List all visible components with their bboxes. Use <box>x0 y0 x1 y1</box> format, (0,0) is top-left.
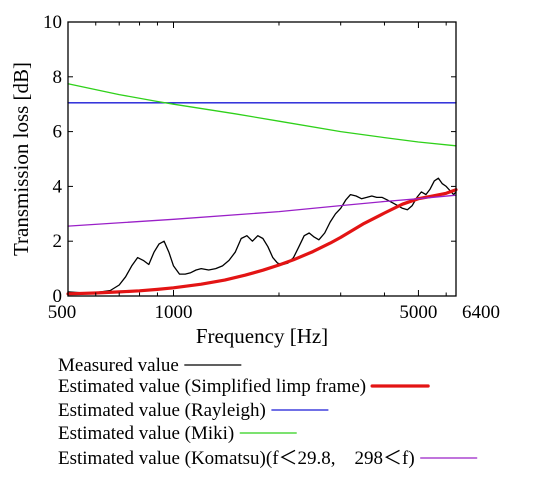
legend-item-measured-value: Measured value <box>58 355 242 376</box>
legend-item-estimated-value-komatsu-f-29-8-298-f: Estimated value (Komatsu)(f＜29.8, 298＜f) <box>58 448 478 469</box>
legend-label: Estimated value (Miki) <box>58 423 234 444</box>
x-axis-title: Frequency [Hz] <box>196 324 328 348</box>
series-line-2 <box>66 188 458 296</box>
series-line-4 <box>67 83 457 147</box>
x-tick-label: 1000 <box>154 302 192 323</box>
y-tick-label: 8 <box>53 67 63 88</box>
legend-item-estimated-value-simplified-limp-frame: Estimated value (Simplified limp frame) <box>58 376 430 397</box>
axis-ticks <box>68 21 456 297</box>
legend-label: Estimated value (Komatsu)(f＜29.8, 298＜f) <box>58 448 415 469</box>
legend-item-estimated-value-miki: Estimated value (Miki) <box>58 423 297 444</box>
x-tick-label: 5000 <box>399 302 437 323</box>
y-axis-title: Transmission loss [dB] <box>9 62 33 256</box>
y-tick-label: 6 <box>53 122 63 143</box>
y-tick-label: 4 <box>53 176 63 197</box>
x-tick-label: 500 <box>48 302 77 323</box>
plot-lines <box>66 83 458 296</box>
plot-frame <box>67 21 457 297</box>
series-line-1 <box>67 177 457 294</box>
x-tick-label: 6400 <box>462 302 500 323</box>
legend-label: Estimated value (Simplified limp frame) <box>58 376 366 397</box>
y-tick-label: 10 <box>43 12 62 33</box>
y-tick-label: 0 <box>53 286 63 307</box>
legend-label: Measured value <box>58 355 179 376</box>
y-tick-label: 2 <box>53 231 63 252</box>
series-line-5 <box>67 194 457 227</box>
legend-label: Estimated value (Rayleigh) <box>58 400 266 421</box>
legend-item-estimated-value-rayleigh: Estimated value (Rayleigh) <box>58 400 329 421</box>
tick-labels: 0 2 4 6 8 10 500 1000 5000 6400 <box>43 12 500 323</box>
